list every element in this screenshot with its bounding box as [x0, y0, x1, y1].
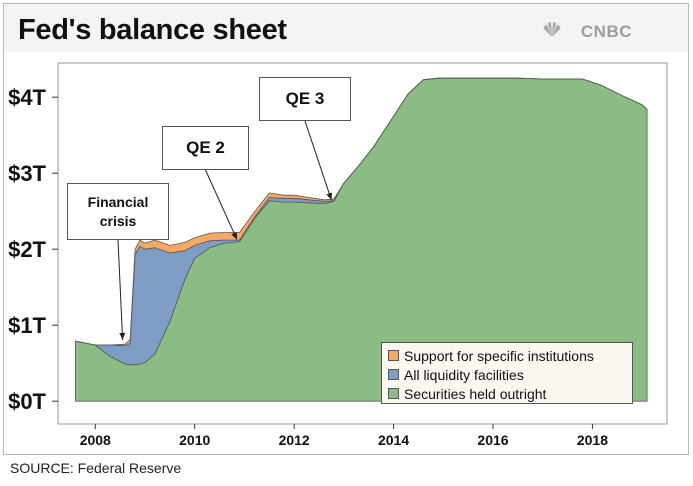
chart-title: Fed's balance sheet [18, 14, 287, 46]
legend-label: Support for specific institutions [404, 347, 594, 364]
callout-qe3: QE 3 [259, 77, 351, 121]
brand-logo: CNBC [580, 22, 632, 41]
y-tick-label: $2T [8, 237, 46, 262]
x-tick-label: 2008 [80, 432, 111, 448]
callout-label: QE 2 [186, 138, 225, 157]
callout-label: Financial crisis [87, 193, 149, 229]
y-tick-label: $1T [8, 313, 46, 338]
legend-item-support: Support for specific institutions [388, 346, 632, 365]
callout-arrowhead [231, 231, 237, 240]
y-tick-label: $0T [8, 389, 46, 414]
y-tick-label: $4T [8, 85, 46, 110]
legend-label: All liquidity facilities [404, 366, 524, 383]
source-note: SOURCE: Federal Reserve [10, 460, 182, 476]
callout-qe2: QE 2 [162, 126, 249, 170]
x-tick-label: 2018 [577, 432, 608, 448]
legend-item-liquidity: All liquidity facilities [388, 365, 632, 384]
y-tick-label: $3T [8, 161, 46, 186]
callout-pointer [304, 120, 332, 201]
legend-swatch [388, 369, 399, 380]
x-tick-label: 2010 [179, 432, 210, 448]
legend: Support for specific institutions All li… [381, 342, 633, 404]
callout-pointer [117, 239, 124, 340]
callout-arrowhead [326, 192, 333, 201]
x-tick-label: 2012 [279, 432, 310, 448]
callout-label: QE 3 [285, 89, 325, 108]
peacock-icon [543, 21, 561, 37]
x-tick-label: 2016 [477, 432, 508, 448]
legend-label: Securities held outright [404, 385, 547, 402]
legend-swatch [388, 350, 399, 361]
callout-arrowhead [119, 332, 126, 340]
x-tick-label: 2014 [378, 432, 409, 448]
legend-swatch [388, 388, 399, 399]
legend-item-securities: Securities held outright [388, 384, 632, 403]
callout-pointer [205, 169, 238, 240]
area-series [75, 77, 648, 347]
title-bar: Fed's balance sheet CNBC [4, 4, 688, 52]
callout-financial-crisis: Financial crisis [67, 183, 169, 240]
